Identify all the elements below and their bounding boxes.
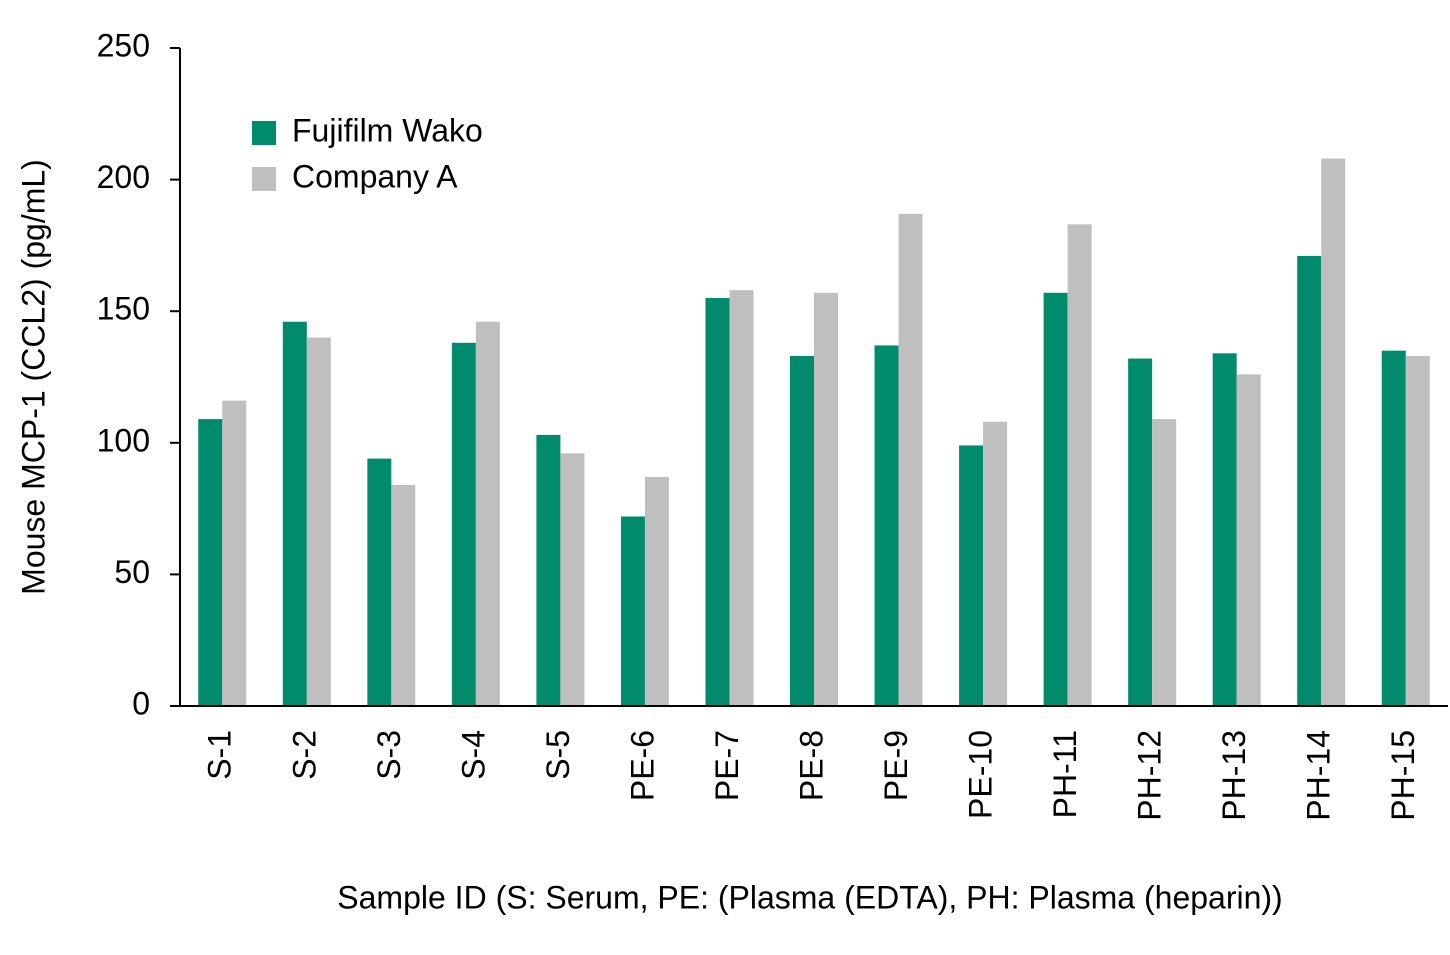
bar: [1297, 255, 1322, 707]
y-tick-label: 150: [97, 291, 150, 327]
x-tick-label: S-1: [202, 730, 238, 780]
x-tick-label: S-5: [540, 730, 576, 780]
bar: [705, 298, 730, 706]
x-tick-label: S-4: [455, 730, 491, 780]
bar: [620, 516, 645, 706]
bar: [898, 213, 923, 707]
bar: [814, 292, 838, 706]
y-tick-label: 200: [97, 159, 150, 195]
x-tick-label: PH-12: [1132, 730, 1168, 821]
bar: [1067, 224, 1092, 706]
bar: [451, 342, 476, 706]
x-tick-label: S-3: [371, 730, 407, 780]
bar: [1152, 419, 1177, 706]
bar: [560, 453, 585, 706]
legend-swatch: [252, 121, 276, 145]
bar: [475, 321, 500, 706]
x-tick-label: PH-11: [1047, 730, 1083, 818]
x-tick-label: PE-6: [624, 730, 660, 801]
y-tick-label: 250: [97, 27, 150, 63]
bar: [959, 445, 984, 706]
x-tick-label: PE-10: [963, 730, 999, 819]
legend-label: Company A: [292, 158, 458, 194]
bar: [729, 290, 754, 706]
y-tick-label: 0: [132, 685, 150, 721]
y-tick-label: 50: [114, 554, 150, 590]
x-tick-label: PH-14: [1301, 730, 1337, 821]
legend-swatch: [252, 167, 276, 191]
bar: [391, 484, 416, 706]
bar: [790, 355, 814, 706]
bar: [1405, 355, 1430, 706]
bar: [874, 345, 899, 706]
x-tick-label: PE-9: [878, 730, 914, 801]
bar: [1321, 158, 1346, 706]
x-tick-label: PE-7: [709, 730, 745, 801]
x-tick-label: PE-8: [793, 730, 829, 801]
legend-label: Fujifilm Wako: [292, 112, 483, 148]
bar: [282, 321, 307, 706]
bar: [1043, 292, 1068, 706]
bar: [983, 421, 1008, 706]
bar: [1381, 350, 1406, 706]
bar: [198, 419, 223, 706]
x-tick-label: S-2: [286, 730, 322, 780]
x-axis-title: Sample ID (S: Serum, PE: (Plasma (EDTA),…: [337, 879, 1282, 915]
x-tick-label: PH-13: [1216, 730, 1252, 821]
bar: [306, 337, 331, 706]
bar: [644, 477, 669, 706]
y-axis-title: Mouse MCP-1 (CCL2) (pg/mL): [15, 159, 51, 595]
bar: [1236, 374, 1261, 706]
y-tick-label: 100: [97, 422, 150, 458]
bar: [1212, 353, 1237, 706]
bar: [222, 400, 247, 706]
bar: [536, 434, 561, 706]
x-tick-label: PH-15: [1385, 730, 1421, 821]
bar: [1128, 358, 1153, 706]
bar: [367, 458, 392, 706]
